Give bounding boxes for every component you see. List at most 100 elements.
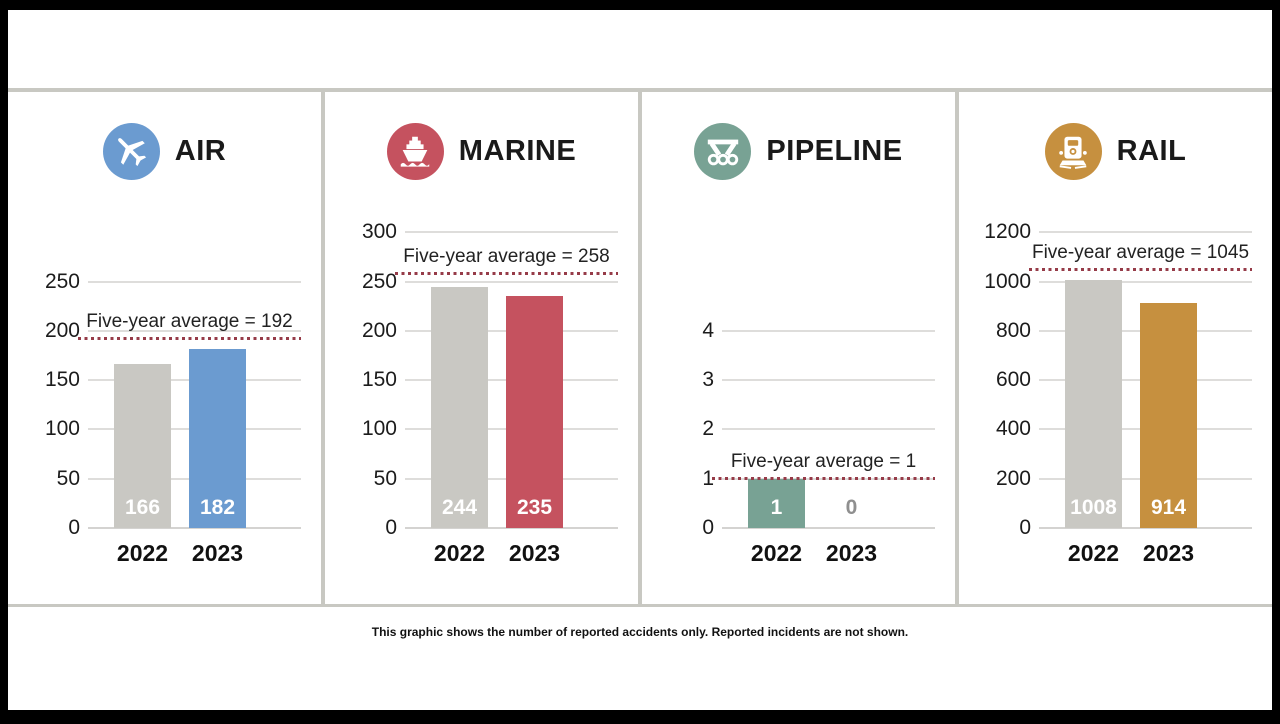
y-axis-tick-label: 600	[995, 368, 1031, 392]
panel-divider	[321, 92, 325, 604]
bar-value-label: 1008	[1070, 496, 1117, 519]
y-axis-tick-label: 200	[44, 318, 80, 342]
gridline	[722, 379, 935, 382]
bar-2022	[114, 364, 171, 528]
x-axis-category-label: 2022	[750, 540, 803, 566]
bar-2022	[1065, 279, 1122, 528]
gridline	[405, 527, 618, 529]
x-axis-category-label: 2022	[433, 540, 486, 566]
gridline	[1039, 527, 1252, 529]
y-axis-tick-label: 3	[702, 368, 714, 392]
marine-panel-header: MARINE	[325, 122, 638, 180]
y-axis-tick-label: 300	[361, 220, 397, 244]
top-white-band	[8, 10, 1272, 88]
y-axis-tick-label: 250	[361, 269, 397, 293]
gridline	[1039, 280, 1252, 283]
rail-mode-badge	[1044, 122, 1102, 180]
infographic-canvas: 0 50 100 150 200 250 166 2022 182 2023 Five-year a…	[8, 10, 1272, 710]
pipeline-mode-badge	[694, 122, 752, 180]
y-axis-tick-label: 800	[995, 318, 1031, 342]
gridline	[88, 527, 301, 529]
air-panel-header: AIR	[8, 122, 321, 180]
bar-value-label: 166	[124, 496, 161, 519]
panel-divider	[638, 92, 642, 604]
bar-2023	[189, 348, 246, 528]
five-year-average-label: Five-year average = 258	[403, 245, 610, 267]
airplane-icon	[118, 138, 147, 167]
air-mode-badge	[102, 122, 160, 180]
y-axis-tick-label: 4	[702, 318, 714, 342]
gridline	[722, 428, 935, 431]
marine-mode-badge	[386, 122, 444, 180]
y-axis-tick-label: 400	[995, 417, 1031, 441]
bar-value-label: 914	[1150, 496, 1187, 519]
x-axis-category-label: 2023	[1142, 540, 1195, 566]
five-year-average-label: Five-year average = 1045	[1031, 242, 1250, 264]
y-axis-tick-label: 2	[702, 417, 714, 441]
y-axis-tick-label: 0	[702, 516, 714, 539]
panel-air: 0 50 100 150 200 250 166 2022 182 2023 Five-year a…	[8, 92, 321, 604]
y-axis-tick-label: 0	[385, 516, 397, 539]
pipeline-bar-chart: 0 1 2 3 4 1 2022 0 2023 Five-year average = 1	[642, 92, 955, 604]
bar-value-label: 182	[199, 496, 236, 519]
bar-value-label: 1	[770, 496, 783, 519]
bar-2022	[748, 478, 805, 528]
gridline	[88, 329, 301, 332]
gridline	[722, 329, 935, 332]
gridline	[405, 280, 618, 283]
panel-divider	[955, 92, 959, 604]
y-axis-tick-label: 1	[702, 466, 714, 490]
five-year-average-label: Five-year average = 1	[730, 450, 917, 472]
bar-value-label: 235	[516, 496, 553, 519]
y-axis-tick-label: 150	[44, 368, 80, 392]
panel-title: PIPELINE	[766, 134, 903, 167]
y-axis-tick-label: 50	[56, 466, 80, 490]
marine-bar-chart: 0 50 100 150 200 250 300 244 2022 235 2023 Five-yea…	[325, 92, 638, 604]
five-year-average-label: Five-year average = 192	[86, 310, 293, 332]
mode-panels-row: 0 50 100 150 200 250 166 2022 182 2023 Five-year a…	[8, 92, 1272, 604]
y-axis-tick-label: 150	[361, 368, 397, 392]
gridline	[88, 280, 301, 283]
pipeline-panel-header: PIPELINE	[642, 122, 955, 180]
y-axis-tick-label: 0	[68, 516, 80, 539]
panel-title: RAIL	[1116, 134, 1187, 167]
y-axis-tick-label: 100	[361, 417, 397, 441]
footer-note: This graphic shows the number of reporte…	[371, 625, 909, 639]
train-icon	[1059, 136, 1087, 169]
panel-rail: 0 200 400 600 800 1000 1200 1008 2022 914 2023 Five…	[959, 92, 1272, 604]
panel-title: MARINE	[458, 134, 577, 167]
gridline	[405, 231, 618, 234]
y-axis-tick-label: 1200	[984, 220, 1031, 244]
rail-bar-chart: 0 200 400 600 800 1000 1200 1008 2022 914 2023 Five…	[959, 92, 1272, 604]
gridline	[1039, 231, 1252, 234]
panel-marine: 0 50 100 150 200 250 300 244 2022 235 2023 Five-yea…	[325, 92, 638, 604]
panel-title: AIR	[174, 134, 227, 167]
bar-2023	[506, 296, 563, 528]
bar-value-label: 0	[845, 496, 858, 519]
pipeline-icon	[707, 139, 739, 166]
ship-icon	[401, 136, 430, 167]
y-axis-tick-label: 100	[44, 417, 80, 441]
gridline	[722, 527, 935, 529]
y-axis-tick-label: 200	[361, 318, 397, 342]
x-axis-category-label: 2022	[116, 540, 169, 566]
y-axis-tick-label: 1000	[984, 269, 1031, 293]
bottom-horizontal-rule	[8, 604, 1272, 607]
x-axis-category-label: 2023	[825, 540, 878, 566]
x-axis-category-label: 2023	[508, 540, 561, 566]
bar-2023	[1140, 302, 1197, 528]
y-axis-tick-label: 200	[995, 466, 1031, 490]
five-year-average-line	[78, 336, 301, 340]
five-year-average-line	[395, 271, 618, 275]
five-year-average-line	[1029, 268, 1252, 272]
x-axis-category-label: 2023	[191, 540, 244, 566]
x-axis-category-label: 2022	[1067, 540, 1120, 566]
panel-pipeline: 0 1 2 3 4 1 2022 0 2023 Five-year average = 1	[642, 92, 955, 604]
five-year-average-line	[712, 476, 935, 480]
y-axis-tick-label: 50	[373, 466, 397, 490]
bar-2022	[431, 287, 488, 528]
y-axis-tick-label: 250	[44, 269, 80, 293]
footer: This graphic shows the number of reporte…	[8, 607, 1272, 710]
y-axis-tick-label: 0	[1019, 516, 1031, 539]
